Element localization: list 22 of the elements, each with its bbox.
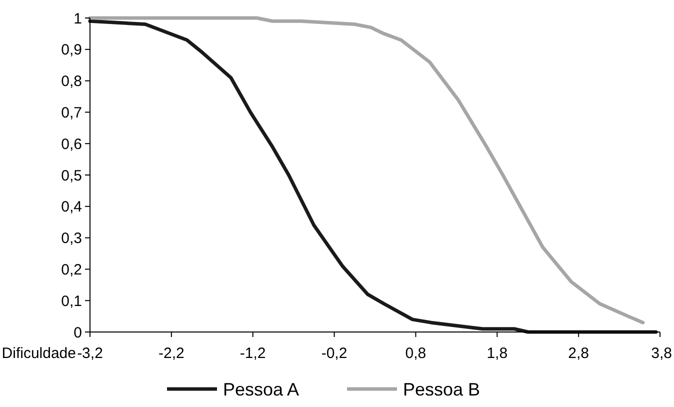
x-tick-label: -1,2 bbox=[240, 345, 266, 362]
y-tick-label: 0,5 bbox=[61, 167, 82, 184]
y-tick-label: 1 bbox=[74, 10, 82, 28]
y-tick-label: 0,6 bbox=[61, 136, 82, 153]
legend-label: Pessoa B bbox=[403, 379, 480, 400]
x-tick-label: -0,2 bbox=[321, 345, 348, 362]
y-tick-label: 0 bbox=[74, 324, 82, 342]
legend-label: Pessoa A bbox=[223, 379, 300, 400]
y-tick-label: 0,3 bbox=[61, 230, 82, 248]
x-tick-label: -3,2 bbox=[77, 345, 103, 362]
x-tick-label: 0,8 bbox=[405, 345, 426, 362]
x-tick-label: -2,2 bbox=[158, 345, 184, 362]
y-tick-label: 0,2 bbox=[61, 261, 82, 278]
x-tick-label: 2,8 bbox=[568, 345, 589, 362]
y-tick-label: 0,9 bbox=[61, 42, 82, 59]
y-tick-label: 0,8 bbox=[61, 73, 82, 90]
x-tick-label: 1,8 bbox=[486, 345, 508, 362]
x-tick-label: 3,8 bbox=[651, 345, 672, 362]
x-axis-title: Dificuldade bbox=[2, 345, 76, 362]
y-tick-label: 0,4 bbox=[61, 198, 82, 216]
y-tick-label: 0,1 bbox=[61, 292, 82, 310]
y-tick-label: 0,7 bbox=[61, 104, 82, 122]
